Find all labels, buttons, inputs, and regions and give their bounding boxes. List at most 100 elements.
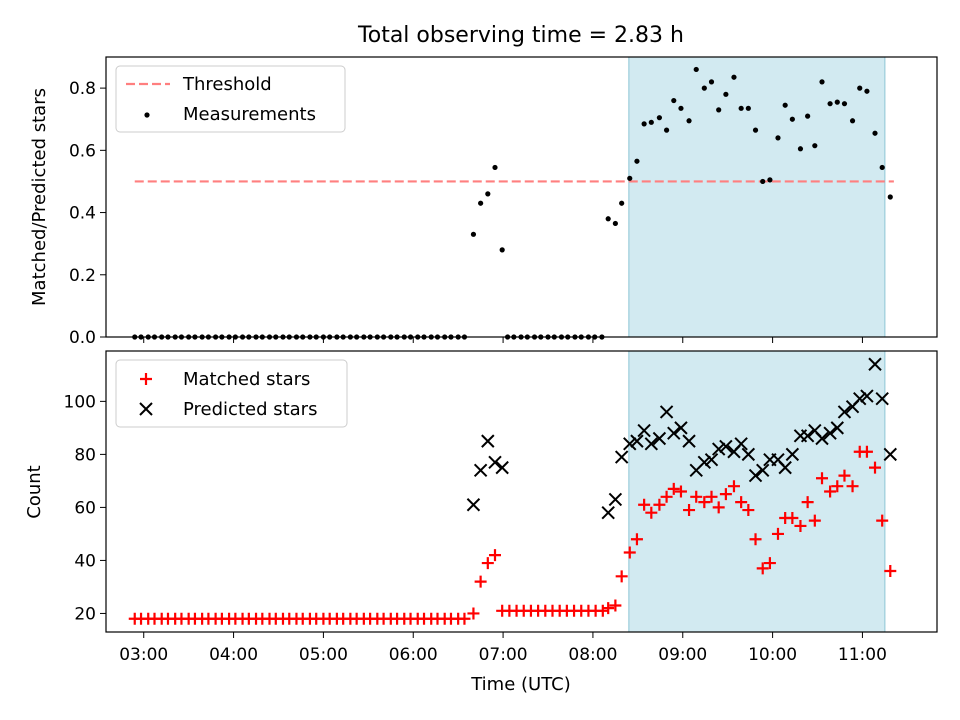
measurement-point — [686, 118, 692, 124]
predicted-point — [644, 437, 659, 451]
matched-point — [727, 480, 740, 493]
legend-matched-swatch — [140, 373, 152, 385]
measurement-point — [605, 216, 611, 222]
predicted-point — [860, 389, 874, 403]
top-panel: 0.00.20.40.60.8 Matched/Predicted stars … — [29, 56, 938, 348]
matched-point — [846, 480, 859, 493]
bottom-y-ticks: 20 40 60 80 100 — [64, 392, 106, 624]
predicted-point — [488, 455, 502, 470]
x-tick-label: 07:00 — [479, 645, 528, 665]
measurement-point — [738, 105, 744, 111]
matched-point — [698, 496, 711, 509]
measurement-point — [812, 143, 818, 149]
legend-threshold-label: Threshold — [182, 74, 272, 95]
top-y-ticks: 0.0 0.2 0.4 0.6 0.8 — [69, 79, 106, 348]
matched-point — [869, 461, 882, 474]
measurement-point — [760, 178, 766, 185]
predicted-point — [637, 423, 651, 438]
measurement-point — [872, 130, 878, 136]
matched-point — [884, 565, 897, 578]
top-y-tick-label: 0.4 — [69, 204, 96, 224]
measurement-point — [478, 200, 484, 206]
matched-point — [630, 533, 643, 546]
top-y-tick-label: 0.0 — [69, 328, 96, 348]
measurement-point — [745, 105, 751, 111]
matched-point — [735, 496, 748, 509]
x-tick-label: 11:00 — [838, 645, 887, 665]
measurement-point — [619, 200, 625, 206]
predicted-point — [667, 426, 681, 440]
measurement-point — [887, 194, 893, 200]
predicted-point — [614, 450, 629, 464]
measurement-point — [827, 101, 833, 107]
predicted-point — [815, 431, 829, 446]
predicted-point — [823, 426, 837, 440]
matched-point — [609, 599, 622, 612]
matched-point — [690, 490, 703, 503]
measurement-point — [716, 107, 722, 113]
top-axes-frame — [105, 56, 938, 338]
measurement-point — [671, 97, 677, 104]
predicted-point — [630, 434, 644, 448]
top-legend-box — [115, 65, 346, 133]
predicted-point — [481, 434, 495, 448]
measurement-point — [797, 146, 804, 152]
predicted-point — [466, 498, 481, 512]
x-tick-label: 05:00 — [299, 645, 348, 665]
matched-point — [712, 501, 725, 514]
top-y-axis-label: Matched/Predicted stars — [29, 88, 50, 306]
matched-point — [756, 562, 769, 575]
x-tick-label: 10:00 — [748, 645, 797, 665]
predicted-point — [756, 463, 770, 477]
predicted-point — [748, 468, 763, 483]
measurement-point — [731, 74, 737, 80]
top-legend: Threshold Measurements — [115, 65, 346, 133]
predicted-point — [800, 429, 815, 443]
measurement-point — [857, 85, 863, 91]
predicted-point — [883, 447, 897, 462]
predicted-points — [466, 357, 897, 520]
matched-point — [876, 514, 889, 527]
x-tick-label: 08:00 — [568, 645, 617, 665]
bottom-legend-box — [115, 359, 348, 428]
x-tick-label: 03:00 — [119, 645, 168, 665]
measurement-point — [841, 101, 848, 107]
measurement-point — [767, 177, 773, 183]
x-axis-label: Time (UTC) — [470, 674, 571, 695]
legend-matched-label: Matched stars — [183, 369, 310, 390]
bottom-observing-span — [628, 350, 886, 633]
measurement-point — [708, 79, 715, 85]
matched-point — [808, 514, 821, 527]
matched-point — [674, 485, 687, 498]
top-y-tick-label: 0.2 — [69, 266, 96, 286]
matched-point — [824, 485, 837, 498]
matched-point — [667, 482, 680, 495]
matched-point — [705, 490, 718, 503]
matched-point — [660, 490, 673, 503]
predicted-point — [868, 357, 882, 371]
x-tick-label: 09:00 — [658, 645, 707, 665]
measurement-point — [648, 119, 654, 125]
predicted-point — [785, 447, 800, 462]
bottom-y-tick-label: 20 — [74, 604, 96, 624]
measurement-point — [663, 127, 670, 133]
predicted-point — [652, 431, 667, 446]
chart-title: Total observing time = 2.83 h — [357, 23, 684, 48]
measurement-point — [634, 158, 640, 164]
predicted-point — [830, 421, 844, 435]
matched-point — [481, 557, 494, 570]
matched-point — [683, 504, 696, 517]
bottom-y-tick-label: 60 — [74, 498, 96, 518]
measurement-point — [782, 102, 788, 108]
predicted-point — [473, 463, 488, 477]
bottom-y-tick-label: 80 — [74, 445, 96, 465]
predicted-point — [778, 460, 792, 475]
predicted-point — [741, 447, 756, 462]
predicted-point — [711, 442, 726, 456]
matched-point — [794, 519, 807, 532]
matched-point — [645, 506, 658, 519]
measurement-point — [701, 85, 707, 91]
measurement-point — [834, 99, 840, 105]
matched-point — [458, 612, 471, 625]
measurement-point — [499, 247, 505, 253]
